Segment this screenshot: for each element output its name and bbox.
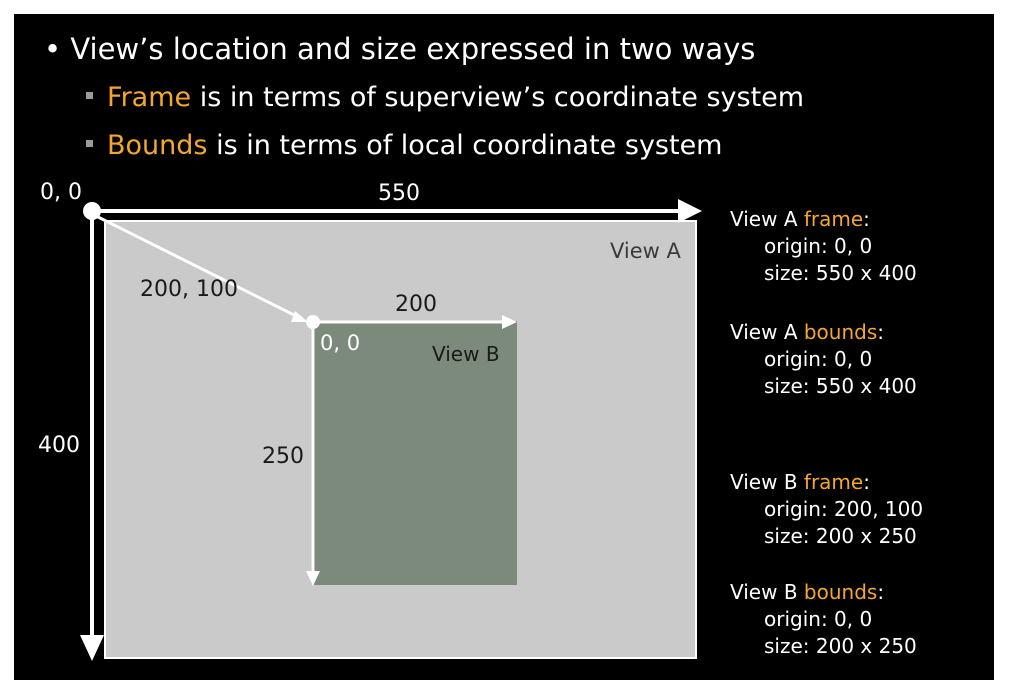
offset-label: 200, 100 xyxy=(140,277,238,302)
view-b-height-label: 250 xyxy=(262,444,304,469)
view-b-frame-info: View B frame: origin: 200, 100 size: 200… xyxy=(730,469,923,550)
offset-arrow-line xyxy=(97,215,301,320)
width-arrow-head xyxy=(678,199,702,223)
view-b-height-arrow-head xyxy=(306,571,320,586)
origin-label: 0, 0 xyxy=(40,180,82,205)
sub-bullet-marker xyxy=(86,92,93,99)
view-b-origin-label: 0, 0 xyxy=(320,331,360,355)
info-size: size: 200 x 250 xyxy=(764,634,917,658)
main-bullet: • View’s location and size expressed in … xyxy=(44,32,755,66)
frame-description: is in terms of superview’s coordinate sy… xyxy=(191,82,805,113)
view-b-label: View B xyxy=(432,342,500,366)
bounds-keyword: Bounds xyxy=(107,130,208,161)
info-title-keyword: bounds xyxy=(803,320,878,344)
info-size: size: 550 x 400 xyxy=(764,261,917,285)
info-origin: origin: 200, 100 xyxy=(764,497,924,521)
offset-arrow-head xyxy=(291,311,308,322)
info-title-prefix: View B xyxy=(730,580,804,604)
info-title-prefix: View B xyxy=(730,470,804,494)
sub-bullet-marker xyxy=(86,140,93,147)
info-origin: origin: 0, 0 xyxy=(764,234,873,258)
bullet-dot: • xyxy=(44,32,62,66)
info-title: View B frame: xyxy=(730,469,923,496)
info-title-suffix: : xyxy=(877,580,885,604)
coordinate-diagram: 0, 0 550 400 View A 200, 100 200 250 0, … xyxy=(38,180,702,661)
info-title-suffix: : xyxy=(877,320,885,344)
frame-keyword: Frame xyxy=(107,82,192,113)
info-origin: origin: 0, 0 xyxy=(764,347,873,371)
view-b-bounds-info: View B bounds: origin: 0, 0 size: 200 x … xyxy=(730,579,917,660)
info-title-suffix: : xyxy=(863,470,870,494)
info-title-keyword: bounds xyxy=(803,580,878,604)
bounds-description: is in terms of local coordinate system xyxy=(207,130,723,161)
view-b-width-label: 200 xyxy=(395,292,437,317)
main-bullet-text: View’s location and size expressed in tw… xyxy=(70,32,756,66)
view-b-origin-dot xyxy=(306,315,320,329)
info-title-keyword: frame xyxy=(803,470,864,494)
info-title-prefix: View A xyxy=(730,207,804,231)
sub-bullet-frame: Frame is in terms of superview’s coordin… xyxy=(86,82,804,113)
view-b-width-arrow-head xyxy=(502,315,517,329)
info-title-suffix: : xyxy=(863,207,870,231)
view-a-label: View A xyxy=(610,239,682,263)
view-a-bounds-info: View A bounds: origin: 0, 0 size: 550 x … xyxy=(730,319,917,400)
slide: • View’s location and size expressed in … xyxy=(14,14,994,680)
info-size: size: 550 x 400 xyxy=(764,374,917,398)
height-label: 400 xyxy=(38,433,80,458)
info-title: View A frame: xyxy=(730,206,917,233)
info-title: View A bounds: xyxy=(730,319,917,346)
view-b-rect xyxy=(314,321,517,585)
info-title-keyword: frame xyxy=(803,207,864,231)
width-label: 550 xyxy=(378,181,420,206)
info-title-prefix: View A xyxy=(730,320,804,344)
sub-bullet-bounds: Bounds is in terms of local coordinate s… xyxy=(86,130,723,161)
height-arrow-head xyxy=(80,635,104,661)
view-a-frame-info: View A frame: origin: 0, 0 size: 550 x 4… xyxy=(730,206,917,287)
info-size: size: 200 x 250 xyxy=(764,524,917,548)
info-origin: origin: 0, 0 xyxy=(764,607,873,631)
origin-dot xyxy=(83,202,101,220)
info-title: View B bounds: xyxy=(730,579,917,606)
